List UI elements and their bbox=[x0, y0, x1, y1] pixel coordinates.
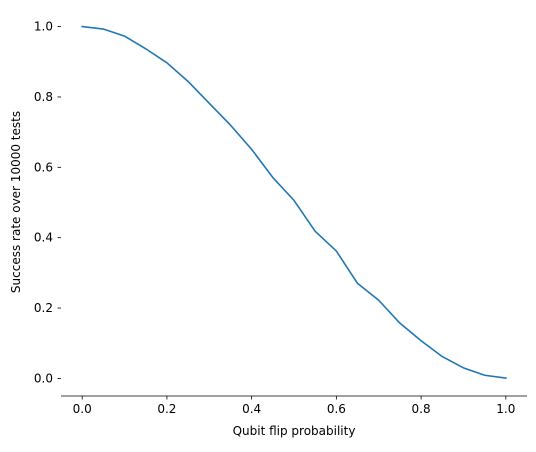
x-tick-label: 0.8 bbox=[412, 402, 431, 416]
x-tick-label: 0.2 bbox=[157, 402, 176, 416]
y-tick-label: 0.2 bbox=[34, 301, 53, 315]
y-tick-label: 0.8 bbox=[34, 90, 53, 104]
y-tick-label: 1.0 bbox=[34, 20, 53, 34]
x-axis-label: Qubit flip probability bbox=[233, 424, 356, 438]
x-tick-label: 0.6 bbox=[327, 402, 346, 416]
plot-layer bbox=[82, 27, 506, 378]
x-tick-label: 0.4 bbox=[242, 402, 261, 416]
y-tick-label: 0.0 bbox=[34, 371, 53, 385]
y-axis-label: Success rate over 10000 tests bbox=[9, 111, 23, 293]
series-line bbox=[82, 27, 506, 378]
x-tick-label: 1.0 bbox=[496, 402, 515, 416]
label-layer: Qubit flip probability Success rate over… bbox=[9, 111, 355, 438]
axes-layer: 0.0 0.2 0.4 0.6 0.8 1.0 0.0 0.2 0.4 0.6 0.8 1.0 bbox=[34, 20, 527, 416]
x-tick-label: 0.0 bbox=[73, 402, 92, 416]
y-tick-label: 0.4 bbox=[34, 231, 53, 245]
y-tick-label: 0.6 bbox=[34, 160, 53, 174]
